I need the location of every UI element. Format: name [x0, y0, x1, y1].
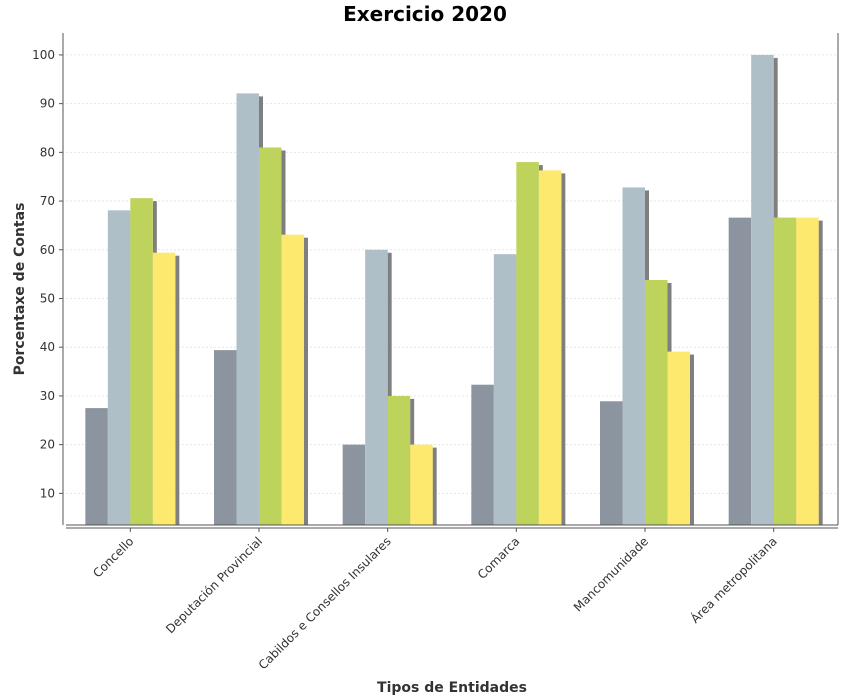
bar-shadow	[304, 237, 308, 526]
bar	[773, 217, 797, 526]
bar	[236, 93, 259, 525]
y-tick-label: 30	[40, 389, 55, 403]
bar	[259, 147, 282, 525]
bar-shadow	[561, 173, 566, 525]
bar-shadow	[818, 220, 823, 526]
y-tick-label: 70	[40, 194, 55, 208]
bar-shadow	[387, 252, 392, 525]
bar	[538, 170, 562, 525]
bar	[365, 249, 388, 525]
x-axis-title: Tipos de Entidades	[377, 680, 527, 696]
bar	[130, 198, 153, 525]
bar	[471, 384, 494, 525]
chart-title: Exercicio 2020	[343, 2, 507, 26]
bar	[85, 408, 108, 525]
bar	[214, 350, 237, 525]
bar	[152, 252, 176, 525]
bar	[387, 395, 411, 525]
bar	[667, 351, 690, 525]
x-tick-label: Deputación Provincial	[163, 534, 265, 636]
y-tick-label: 50	[40, 291, 55, 305]
bar	[281, 234, 304, 526]
y-tick-label: 40	[40, 340, 55, 354]
bar-shadow	[690, 354, 694, 525]
bar	[645, 279, 668, 525]
y-tick-label: 60	[40, 243, 55, 257]
y-tick-label: 20	[40, 438, 55, 452]
y-tick-label: 10	[40, 486, 55, 500]
x-tick-label: Concello	[90, 534, 136, 580]
bar-shadow	[175, 255, 180, 525]
bar	[600, 401, 623, 525]
bar	[107, 210, 131, 525]
x-tick-label: Mancomunidade	[571, 534, 651, 614]
bar-shadow	[432, 447, 437, 525]
y-tick-labels: 10 20 30 40 50 60 70 80 90 100	[32, 48, 63, 500]
bar	[410, 444, 433, 525]
axes	[62, 33, 839, 529]
bar	[796, 217, 819, 526]
bar	[493, 254, 517, 525]
x-tick-label: Cabildos e Consellos Insulares	[256, 534, 394, 672]
x-tick-label: Área metropolitana	[687, 534, 780, 627]
bar	[342, 444, 366, 525]
gridlines	[66, 54, 838, 494]
x-tick-label: Comarca	[475, 534, 523, 582]
y-tick-label: 90	[40, 97, 55, 111]
y-tick-label: 100	[32, 48, 55, 62]
bar	[728, 217, 752, 526]
bars	[85, 54, 823, 526]
bar	[751, 54, 774, 526]
y-tick-label: 80	[40, 145, 55, 159]
bar	[516, 162, 539, 525]
y-axis-title: Porcentaxe de Contas	[12, 203, 28, 376]
bar	[622, 187, 645, 525]
